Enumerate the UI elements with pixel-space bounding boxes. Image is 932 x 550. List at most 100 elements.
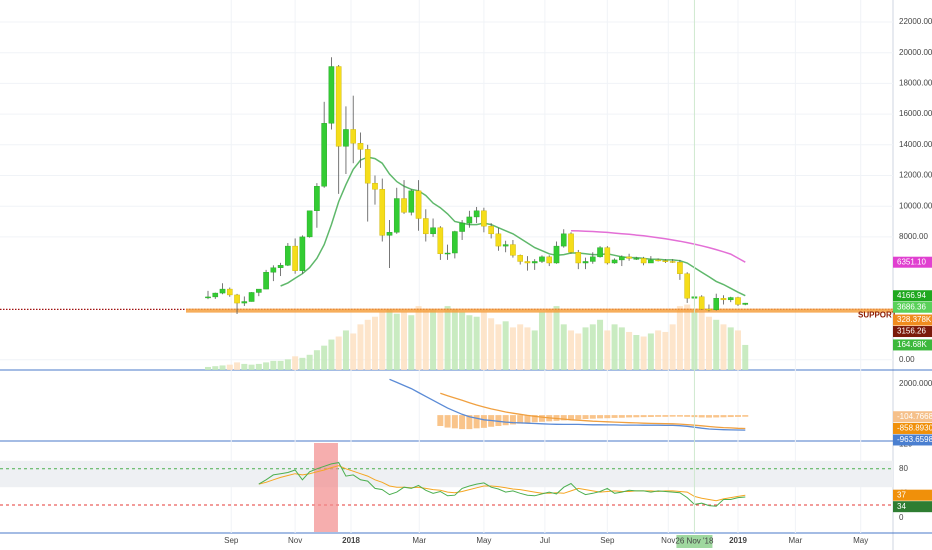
- y-tick-label: 18000.00: [899, 79, 932, 88]
- volume-bar: [401, 312, 408, 370]
- candle-body: [212, 292, 219, 298]
- macd-histogram: [720, 415, 727, 418]
- rsi-band: [0, 460, 893, 488]
- candle-body: [350, 129, 357, 144]
- macd-histogram: [662, 415, 669, 417]
- volume-bar: [473, 316, 480, 370]
- macd-histogram: [597, 415, 604, 419]
- candle-body: [568, 233, 574, 253]
- volume-bar: [524, 327, 531, 370]
- candle-body: [285, 245, 291, 266]
- x-tick-label: Nov: [661, 536, 675, 545]
- candle-body: [372, 182, 378, 190]
- volume-bar: [335, 336, 342, 370]
- volume-bar: [720, 324, 727, 370]
- volume-bar: [234, 362, 241, 370]
- volume-bar: [589, 324, 596, 370]
- candle-body: [226, 288, 233, 296]
- candle-body: [357, 143, 364, 150]
- candle-body: [560, 233, 567, 247]
- volume-bar: [248, 364, 255, 370]
- y-tick-label: 10000.00: [899, 201, 932, 210]
- y-tick-label: 22000.00: [899, 17, 932, 26]
- y-tick-label: 12000.00: [899, 171, 932, 180]
- candle-body: [742, 302, 749, 305]
- candle-body: [502, 244, 509, 247]
- volume-bar: [459, 312, 466, 370]
- volume-bar: [488, 318, 495, 370]
- candle-body: [314, 186, 320, 212]
- candle-body: [727, 297, 734, 301]
- candle-body: [669, 261, 676, 263]
- crosshair-label: 26 Nov '18: [675, 537, 714, 546]
- indicator-line: [570, 230, 746, 263]
- candle-body: [335, 66, 342, 147]
- candle-body: [263, 272, 269, 290]
- axis-value-label: 34: [897, 502, 906, 511]
- axis-value-label-bg: [893, 501, 932, 513]
- candle-body: [321, 123, 327, 187]
- volume-bar: [357, 324, 364, 370]
- volume-bar: [669, 324, 676, 370]
- volume-bar: [364, 319, 371, 370]
- macd-histogram: [626, 415, 633, 418]
- volume-bar: [437, 312, 444, 370]
- candle-body: [546, 256, 553, 264]
- crosshair-label-bg: [676, 535, 713, 548]
- volume-bar: [444, 306, 451, 370]
- axis-value-label: 4166.94: [897, 291, 926, 300]
- volume-bar: [386, 309, 393, 370]
- candle-body: [393, 198, 400, 233]
- axis-value-label-bg: [893, 339, 932, 351]
- volume-bar: [698, 312, 705, 370]
- macd-histogram: [538, 415, 545, 422]
- candle-body: [256, 288, 262, 293]
- volume-bar: [509, 327, 516, 370]
- support-label: SUPPORT: [858, 311, 897, 320]
- candle-body: [619, 256, 625, 261]
- indicator-line: [280, 156, 746, 297]
- candle-body: [611, 259, 618, 264]
- candle-body: [234, 294, 240, 304]
- candle-body: [677, 262, 683, 274]
- highlight: [314, 443, 338, 532]
- macd-histogram: [618, 415, 625, 418]
- x-tick-label: Mar: [788, 536, 802, 545]
- volume-bar: [611, 324, 618, 370]
- x-tick-label: Mar: [412, 536, 426, 545]
- volume-bar: [313, 350, 320, 370]
- volume-bar: [205, 366, 212, 370]
- volume-bar: [684, 304, 691, 370]
- macd-histogram: [582, 415, 589, 419]
- volume-bar: [379, 312, 386, 370]
- macd-histogram: [473, 415, 480, 429]
- macd-histogram: [669, 415, 676, 417]
- candle-body: [720, 298, 727, 301]
- candle-body: [430, 227, 436, 235]
- macd-histogram: [647, 415, 654, 417]
- macd-histogram: [517, 415, 524, 424]
- macd-histogram: [495, 415, 502, 426]
- candle-body: [459, 222, 465, 232]
- volume-bar: [321, 345, 328, 370]
- volume-bar: [575, 333, 582, 370]
- candle-body: [306, 210, 313, 238]
- macd-histogram: [604, 415, 611, 419]
- candle-body: [328, 66, 335, 124]
- volume-bar: [640, 336, 647, 370]
- x-tick-label: May: [853, 536, 868, 545]
- x-tick-label: 2018: [342, 536, 360, 545]
- volume-bar: [713, 319, 720, 370]
- candle-body: [343, 129, 349, 147]
- macd-histogram: [655, 415, 662, 417]
- candle-body: [415, 190, 422, 219]
- macd-histogram: [509, 415, 516, 425]
- x-tick-label: Sep: [224, 536, 239, 545]
- volume-bar: [270, 360, 277, 370]
- axis-value-label: -963.6598: [897, 435, 932, 444]
- candle-body: [423, 218, 429, 235]
- macd-histogram: [524, 415, 531, 423]
- macd-histogram: [698, 415, 705, 418]
- candle-body: [633, 258, 640, 260]
